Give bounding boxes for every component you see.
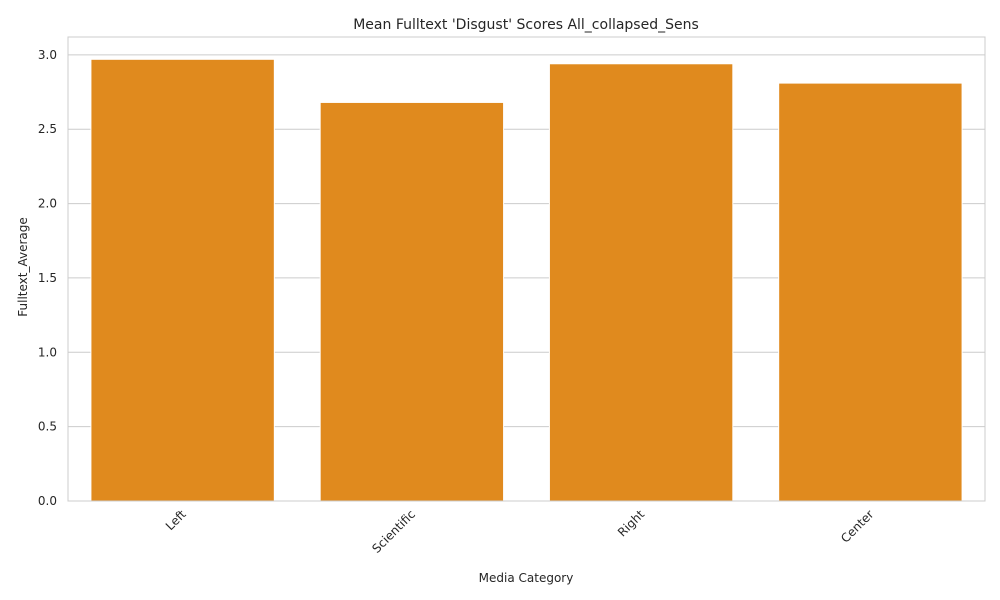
bar-center [778, 82, 963, 502]
y-tick-label: 2.0 [38, 197, 57, 211]
y-axis-label: Fulltext_Average [16, 217, 30, 316]
plot-frame [67, 36, 986, 502]
bar-scientific [319, 101, 505, 502]
x-tick-label: Scientific [369, 507, 418, 556]
y-tick-label: 0.0 [38, 494, 57, 508]
x-tick-label: Center [838, 507, 877, 546]
y-tick-label: 1.0 [38, 345, 57, 359]
chart-title: Mean Fulltext 'Disgust' Scores All_colla… [353, 17, 699, 33]
y-tick-label: 2.5 [38, 122, 57, 136]
y-tick-label: 3.0 [38, 48, 57, 62]
x-axis-ticks: Left Scientific Right Center [163, 507, 877, 556]
bars [90, 58, 963, 502]
bar-left [90, 58, 275, 502]
bar-right [548, 63, 734, 502]
y-axis-ticks: 0.0 0.5 1.0 1.5 2.0 2.5 3.0 [38, 48, 57, 508]
x-tick-label: Right [615, 507, 647, 539]
y-tick-label: 1.5 [38, 271, 57, 285]
x-axis-label: Media Category [479, 571, 574, 585]
x-tick-label: Left [163, 507, 189, 533]
y-tick-label: 0.5 [38, 420, 57, 434]
